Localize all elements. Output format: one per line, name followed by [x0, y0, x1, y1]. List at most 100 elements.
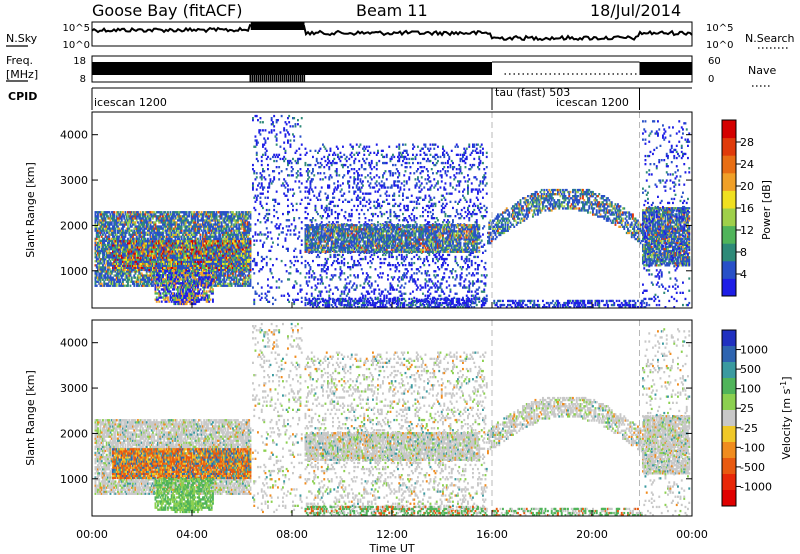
echo-cell [206, 219, 208, 221]
echo-cell [245, 228, 247, 230]
freq-spike [280, 62, 282, 82]
echo-cell [188, 234, 190, 236]
echo-cell [117, 242, 119, 244]
echo-cell [226, 265, 228, 267]
echo-cell [103, 285, 105, 287]
echo-cell [125, 234, 127, 236]
echo-cell [181, 228, 183, 230]
echo-cell [172, 252, 174, 254]
echo-cell [197, 265, 199, 267]
echo-cell [117, 274, 119, 276]
echo-cell [231, 223, 233, 225]
echo-cell [101, 232, 103, 234]
echo-cell [196, 240, 198, 242]
echo-cell [123, 215, 125, 217]
beam-title: Beam 11 [356, 1, 428, 20]
echo-cell [122, 252, 124, 254]
echo-cell [148, 269, 150, 271]
echo-cell [216, 232, 218, 234]
echo-cell [236, 232, 238, 234]
echo-cell [250, 274, 252, 276]
echo-cell [177, 242, 179, 244]
echo-cell [246, 234, 248, 236]
echo-cell [165, 228, 167, 230]
echo-cell [146, 232, 148, 234]
echo-cell [202, 265, 204, 267]
echo-cell [146, 219, 148, 221]
echo-cell [101, 236, 103, 238]
echo-cell [145, 213, 147, 215]
echo-cell [96, 272, 98, 274]
freq-tick-bottom: 8 [80, 74, 86, 85]
echo-cell [107, 260, 109, 262]
echo-cell [222, 255, 224, 257]
echo-cell [212, 225, 214, 227]
echo-cell [242, 248, 244, 250]
echo-cell [213, 255, 215, 257]
echo-cell [150, 223, 152, 225]
echo-cell [236, 225, 238, 227]
echo-cell [106, 230, 108, 232]
echo-cell [113, 281, 115, 283]
echo-cell [247, 279, 249, 281]
echo-cell [115, 230, 117, 232]
echo-cell [222, 269, 224, 271]
echo-cell [145, 279, 147, 281]
date-title: 18/Jul/2014 [590, 1, 681, 20]
echo-cell [175, 250, 177, 252]
echo-cell [225, 281, 227, 283]
echo-cell [196, 267, 198, 269]
echo-cell [97, 258, 99, 260]
echo-cell [220, 236, 222, 238]
echo-cell [241, 217, 243, 219]
echo-cell [122, 213, 124, 215]
freq-label-line2: [MHz] [6, 68, 38, 81]
echo-cell [155, 213, 157, 215]
echo-cell [238, 230, 240, 232]
echo-cell [97, 217, 99, 219]
echo-cell [105, 266, 107, 268]
echo-cell [221, 215, 223, 217]
echo-cell [188, 257, 190, 259]
echo-cell [125, 246, 127, 248]
echo-cell [108, 266, 110, 268]
echo-cell [250, 238, 252, 240]
freq-spike [266, 62, 268, 82]
freq-spike [264, 62, 266, 82]
echo-cell [155, 246, 157, 248]
echo-cell [148, 285, 150, 287]
echo-cell [237, 234, 239, 236]
freq-tick-top: 18 [73, 56, 86, 67]
echo-cell [122, 281, 124, 283]
echo-cell [132, 219, 134, 221]
echo-cell [247, 281, 249, 283]
echo-cell [195, 242, 197, 244]
echo-cell [186, 232, 188, 234]
echo-cell [155, 250, 157, 252]
echo-cell [157, 257, 159, 259]
echo-cell [191, 238, 193, 240]
echo-cell [170, 248, 172, 250]
echo-cell [238, 263, 240, 265]
echo-cell [215, 283, 217, 285]
echo-cell [188, 228, 190, 230]
echo-cell [183, 263, 185, 265]
noise-panel: N.Sky 10^5 10^0 10^5 10^0 N.Search [6, 22, 795, 51]
echo-cell [218, 219, 220, 221]
echo-cell [95, 279, 97, 281]
echo-cell [127, 257, 129, 259]
echo-cell [246, 277, 248, 279]
freq-spike [290, 62, 292, 82]
echo-cell [103, 232, 105, 234]
echo-cell [103, 215, 105, 217]
echo-cell [151, 279, 153, 281]
cpid-row: CPID icescan 1200 tau (fast) 503 icescan… [8, 86, 692, 110]
nave-tick-top: 60 [708, 56, 721, 67]
echo-cell [181, 236, 183, 238]
echo-cell [185, 257, 187, 259]
echo-cell [221, 238, 223, 240]
echo-cell [110, 274, 112, 276]
echo-cell [167, 213, 169, 215]
echo-cell [202, 242, 204, 244]
echo-cell [110, 268, 112, 270]
